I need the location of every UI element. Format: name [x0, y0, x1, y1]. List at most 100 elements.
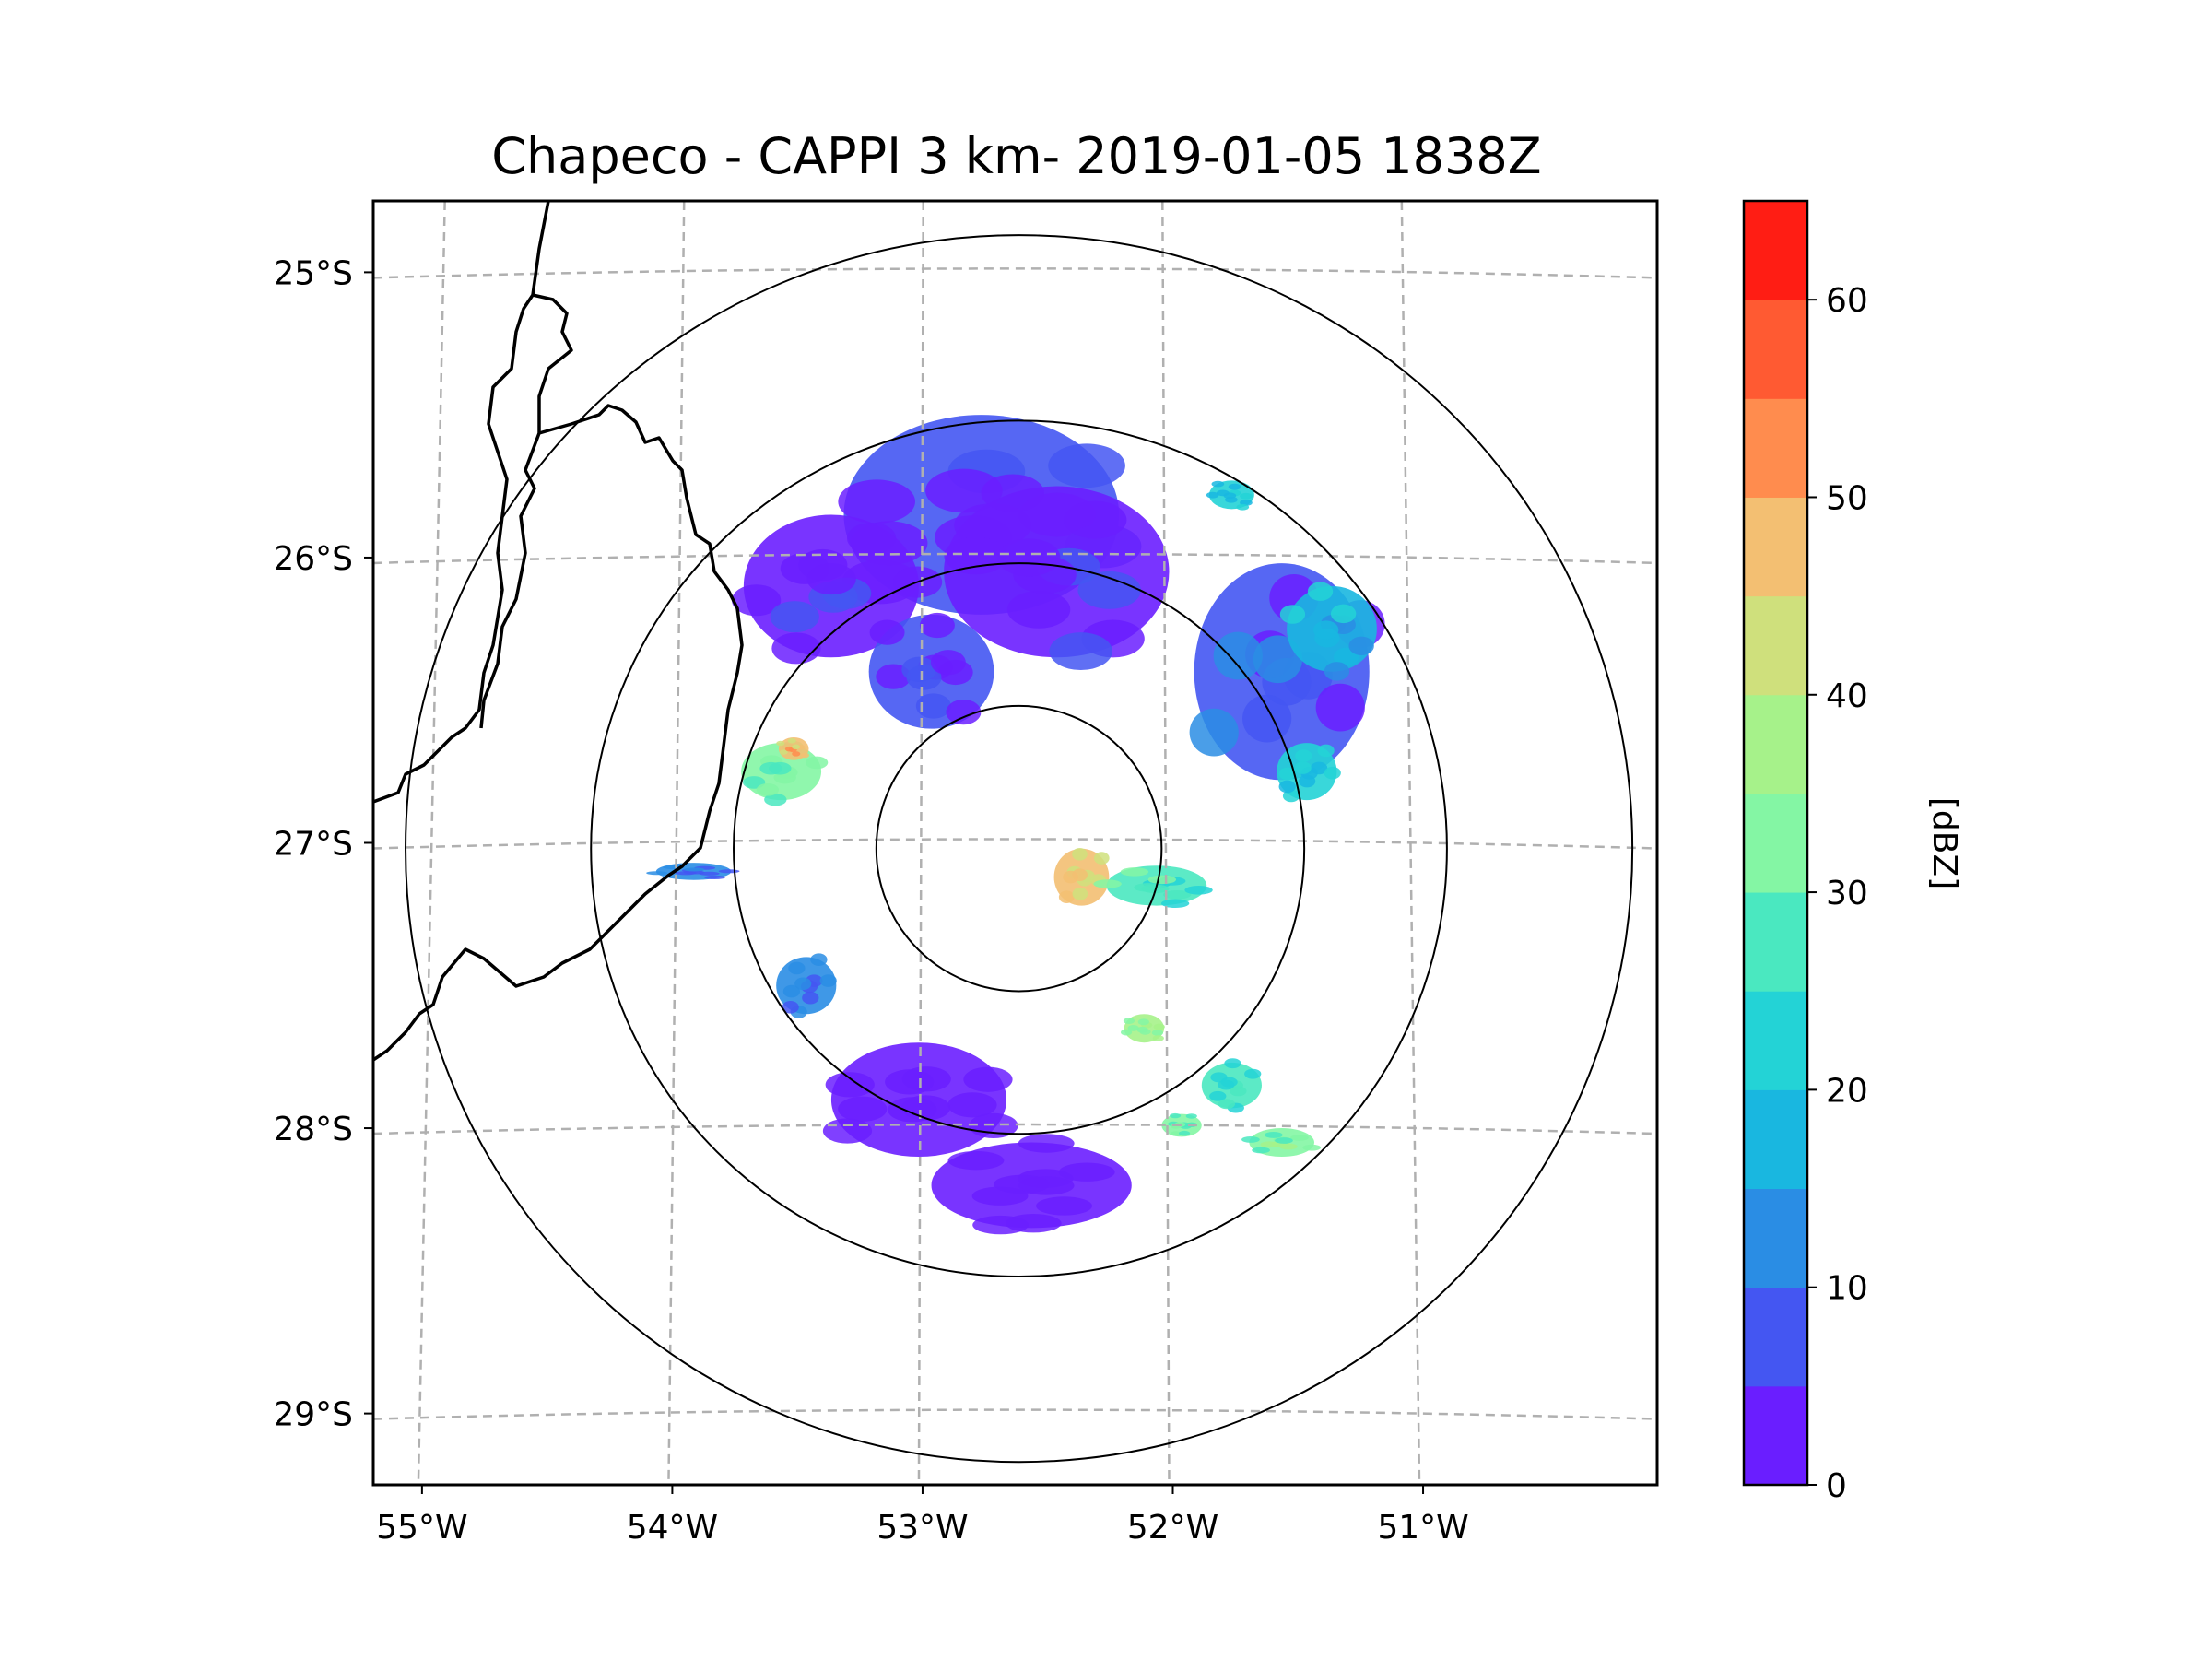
- colorbar-label: [dBZ]: [1925, 797, 1963, 889]
- echo-speckle: [810, 953, 828, 967]
- range-ring: [590, 419, 1448, 1278]
- echo-speckle: [1312, 620, 1339, 640]
- echo-speckle: [838, 479, 915, 524]
- echo-speckle: [1218, 1099, 1235, 1110]
- echo-speckle: [1242, 694, 1292, 743]
- state-border-line: [479, 293, 573, 729]
- colorbar-level: [1744, 1089, 1807, 1190]
- y-tick-label: 25°S: [273, 254, 353, 292]
- echo-speckle: [675, 871, 697, 876]
- echo-speckle: [1236, 503, 1250, 511]
- colorbar-level: [1744, 595, 1807, 696]
- echo-speckle: [981, 474, 1045, 512]
- border-lines: [373, 201, 744, 1062]
- echo-speckle: [800, 752, 809, 759]
- echo-speckle: [996, 538, 1061, 577]
- x-tick-label: 54°W: [627, 1509, 718, 1547]
- echo-speckle: [930, 650, 966, 676]
- x-tick-label: 53°W: [877, 1509, 968, 1547]
- echo-speckle: [1152, 1035, 1164, 1041]
- echo-speckle: [1216, 489, 1230, 497]
- echo-speckle: [1278, 780, 1296, 794]
- echo-speckle: [1260, 1141, 1279, 1148]
- echo-speckle: [769, 761, 792, 775]
- echo-speckle: [1302, 1144, 1322, 1151]
- echo-speckle: [1209, 1090, 1227, 1101]
- echo-speckle: [1153, 1023, 1165, 1030]
- echo-speckle: [1048, 443, 1125, 488]
- y-axis-ticks: 25°S 26°S 27°S 28°S 29°S: [273, 254, 373, 1434]
- echo-speckle: [1240, 492, 1253, 500]
- range-ring: [405, 234, 1634, 1464]
- echo-speckle: [1213, 631, 1263, 680]
- echo-speckle: [1072, 868, 1088, 881]
- echo-speckle: [1206, 491, 1219, 499]
- colorbar-level: [1744, 793, 1807, 893]
- colorbar-level: [1744, 497, 1807, 597]
- meridian-gridline: [917, 201, 925, 1485]
- echo-speckle: [802, 991, 819, 1005]
- colorbar-tick-label: 40: [1826, 677, 1868, 715]
- echo-speckle: [1123, 1018, 1135, 1025]
- echo-speckle: [756, 783, 780, 796]
- colorbar-tick-label: 10: [1826, 1270, 1868, 1308]
- echo-speckle: [1120, 867, 1149, 877]
- echo-speckle: [947, 1092, 997, 1118]
- echo-speckle: [1275, 1137, 1293, 1144]
- echo-speckle: [1178, 1130, 1191, 1136]
- range-rings: [405, 234, 1634, 1464]
- echo-speckle: [764, 793, 787, 806]
- echo-speckle: [1307, 582, 1334, 601]
- echo-speckle: [1330, 604, 1357, 624]
- y-tick-label: 26°S: [273, 540, 353, 578]
- echo-speckle: [1160, 899, 1190, 908]
- echo-speckle: [1294, 761, 1312, 774]
- echo-speckle: [770, 601, 819, 633]
- country-border-line: [373, 201, 550, 804]
- echo-speckle: [1121, 1029, 1133, 1036]
- echo-speckle: [819, 974, 837, 987]
- echo-speckle: [1241, 1136, 1260, 1143]
- echo-speckle: [805, 756, 829, 770]
- x-axis-ticks: 55°W 54°W 53°W 52°W 51°W: [376, 1485, 1469, 1547]
- colorbar-level: [1744, 1385, 1807, 1486]
- colorbar-level: [1744, 1188, 1807, 1288]
- map-plot-area: [371, 199, 1659, 1487]
- echo-speckle: [1317, 744, 1335, 758]
- echo-speckle: [683, 867, 705, 872]
- echo-speckle: [704, 875, 725, 879]
- chart-title: Chapeco - CAPPI 3 km- 2019-01-05 1838Z: [491, 127, 1541, 185]
- x-tick-label: 55°W: [376, 1509, 467, 1547]
- meridian-gridline: [667, 201, 686, 1485]
- colorbar: 0 10 20 30 40 50 60 [dBZ]: [1742, 199, 1963, 1505]
- echo-speckle: [1170, 1131, 1182, 1136]
- echo-speckle: [1279, 605, 1306, 624]
- echo-speckle: [915, 693, 951, 719]
- echo-speckle: [822, 1118, 873, 1144]
- colorbar-level: [1744, 694, 1807, 794]
- echo-speckle: [1220, 1077, 1238, 1088]
- colorbar-tick-label: 0: [1826, 1467, 1847, 1505]
- parallel-gridline: [373, 1123, 1657, 1135]
- colorbar-level: [1744, 1287, 1807, 1387]
- echo-speckle: [782, 1000, 799, 1014]
- echo-speckle: [1137, 1018, 1149, 1026]
- echo-speckle: [1077, 571, 1141, 609]
- echo-speckle: [787, 738, 796, 744]
- x-tick-label: 51°W: [1377, 1509, 1468, 1547]
- colorbar-levels: [1744, 201, 1807, 1486]
- parallel-gridline: [373, 1408, 1657, 1420]
- echo-speckle: [784, 746, 794, 752]
- echo-speckle: [779, 749, 788, 755]
- echo-speckle: [1295, 749, 1312, 762]
- echo-speckle: [1244, 1068, 1262, 1079]
- colorbar-level: [1744, 991, 1807, 1090]
- echo-speckle: [1348, 636, 1374, 656]
- echo-speckle: [776, 740, 785, 747]
- echo-speckle: [1224, 1058, 1241, 1069]
- echo-speckle: [1324, 766, 1341, 780]
- echo-speckle: [1211, 480, 1225, 488]
- echo-speckle: [994, 1174, 1050, 1194]
- echo-speckle: [925, 468, 1003, 513]
- meridian-gridline: [1400, 201, 1421, 1485]
